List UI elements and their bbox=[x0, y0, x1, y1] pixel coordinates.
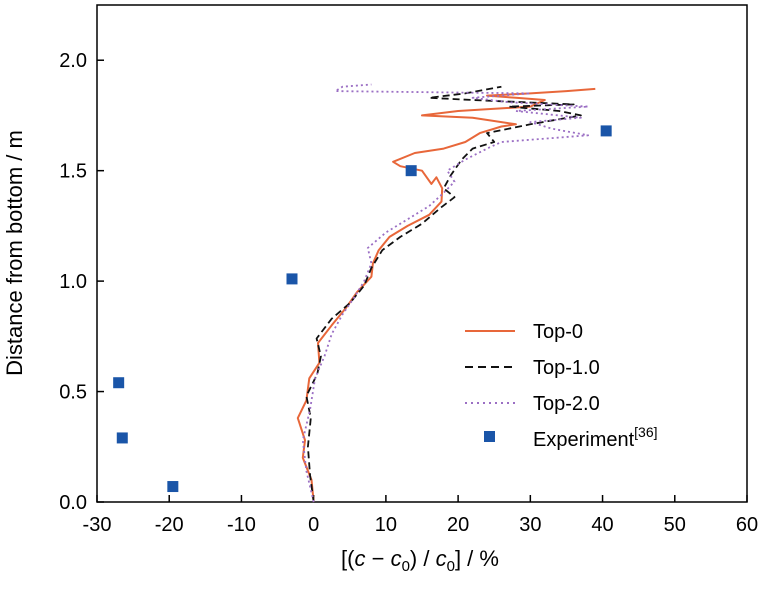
y-tick-label: 0.5 bbox=[59, 382, 87, 404]
x-tick-label: 40 bbox=[591, 514, 613, 536]
legend-label-top-0: Top-0 bbox=[533, 321, 583, 343]
legend-label-experiment: Experiment[36] bbox=[533, 424, 658, 451]
plot-frame bbox=[96, 4, 748, 503]
x-tick-label: 60 bbox=[736, 514, 758, 536]
y-tick-label: 0.0 bbox=[59, 492, 87, 514]
experiment-point bbox=[286, 273, 298, 285]
series-line-top-1-0 bbox=[305, 85, 582, 503]
experiment-point bbox=[600, 125, 612, 137]
x-tick-label: 20 bbox=[447, 514, 469, 536]
x-tick-label: 30 bbox=[519, 514, 541, 536]
y-tick-label: 1.5 bbox=[59, 161, 87, 183]
y-tick-label: 1.0 bbox=[59, 271, 87, 293]
x-tick-label: 10 bbox=[375, 514, 397, 536]
legend-label-top-1: Top-1.0 bbox=[533, 357, 600, 379]
x-tick-label: 50 bbox=[664, 514, 686, 536]
y-tick-label: 2.0 bbox=[59, 50, 87, 72]
experiment-point bbox=[116, 432, 128, 444]
x-tick-label: -30 bbox=[83, 514, 112, 536]
x-tick-label: -10 bbox=[227, 514, 256, 536]
legend-swatch-experiment bbox=[484, 431, 495, 442]
legend: Top-0 Top-1.0 Top-2.0 Experiment[36] bbox=[465, 321, 658, 451]
y-axis: 0.0 0.5 1.0 1.5 2.0 bbox=[59, 50, 104, 514]
series-line-top-2-0 bbox=[301, 83, 589, 503]
y-axis-title: Distance from bottom / m bbox=[2, 130, 27, 376]
series-layer bbox=[113, 83, 612, 503]
x-tick-label: 0 bbox=[308, 514, 319, 536]
x-axis-title: [(c − c0) / c0] / % bbox=[341, 546, 499, 575]
legend-label-top-2: Top-2.0 bbox=[533, 393, 600, 415]
x-tick-label: -20 bbox=[155, 514, 184, 536]
experiment-point bbox=[167, 481, 179, 493]
experiment-point bbox=[405, 165, 417, 177]
experiment-point bbox=[113, 377, 125, 389]
x-axis: -30 -20 -10 0 10 20 30 40 50 60 bbox=[83, 495, 758, 536]
series-line-top-0 bbox=[296, 87, 596, 503]
